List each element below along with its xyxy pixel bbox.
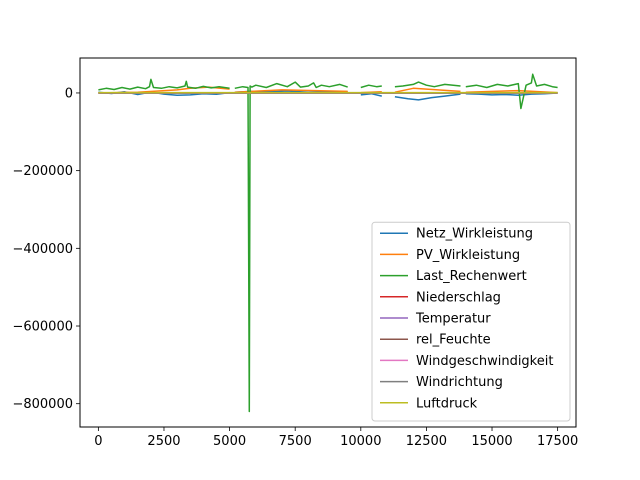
- series-line-1-segment-3: [394, 87, 461, 93]
- series-line-0-segment-4: [465, 92, 558, 97]
- legend-label: Niederschlag: [416, 290, 501, 305]
- series-line-2-segment-2: [360, 84, 382, 89]
- legend-label: Last_Rechenwert: [416, 269, 527, 284]
- x-tick-label: 10000: [340, 434, 381, 449]
- legend-label: Netz_Wirkleistung: [416, 227, 533, 242]
- series-line-2-segment-1: [234, 81, 348, 413]
- series-line-0-segment-3: [394, 93, 461, 101]
- y-tick-label: −600000: [12, 320, 73, 335]
- series-line-0-segment-2: [360, 92, 382, 97]
- x-tick-label: 5000: [213, 434, 246, 449]
- plot-lines: [98, 73, 558, 413]
- legend: Netz_Wirkleistung PV_Wirkleistung Last_Rec…: [371, 221, 571, 422]
- y-tick-label: −400000: [12, 242, 73, 257]
- legend-label: PV_Wirkleistung: [416, 248, 520, 263]
- legend-label: Luftdruck: [416, 396, 478, 411]
- x-tick-label: 15000: [471, 434, 512, 449]
- legend-label: rel_Feuchte: [416, 333, 491, 348]
- series-line-2-segment-4: [465, 73, 558, 110]
- legend-box: [371, 221, 571, 422]
- series-line-2-segment-3: [394, 81, 461, 88]
- x-tick-label: 17500: [537, 434, 578, 449]
- x-tick-label: 12500: [406, 434, 447, 449]
- axes-frame: [79, 57, 577, 428]
- y-tick-label: 0: [65, 86, 73, 101]
- y-tick-label: −800000: [12, 397, 73, 412]
- legend-label: Windgeschwindigkeit: [416, 354, 553, 369]
- legend-label: Windrichtung: [416, 375, 503, 390]
- x-tick-label: 0: [94, 434, 102, 449]
- x-tick-label: 2500: [147, 434, 180, 449]
- y-tick-label: −200000: [12, 164, 73, 179]
- legend-label: Temperatur: [415, 312, 491, 327]
- x-axis-ticks: 0 2500 5000 7500 10000 12500 15000 17500: [94, 427, 578, 449]
- x-tick-label: 7500: [279, 434, 312, 449]
- series-line-2-segment-0: [98, 78, 230, 91]
- y-axis-ticks: 0 −200000 −400000 −600000 −800000: [12, 86, 80, 412]
